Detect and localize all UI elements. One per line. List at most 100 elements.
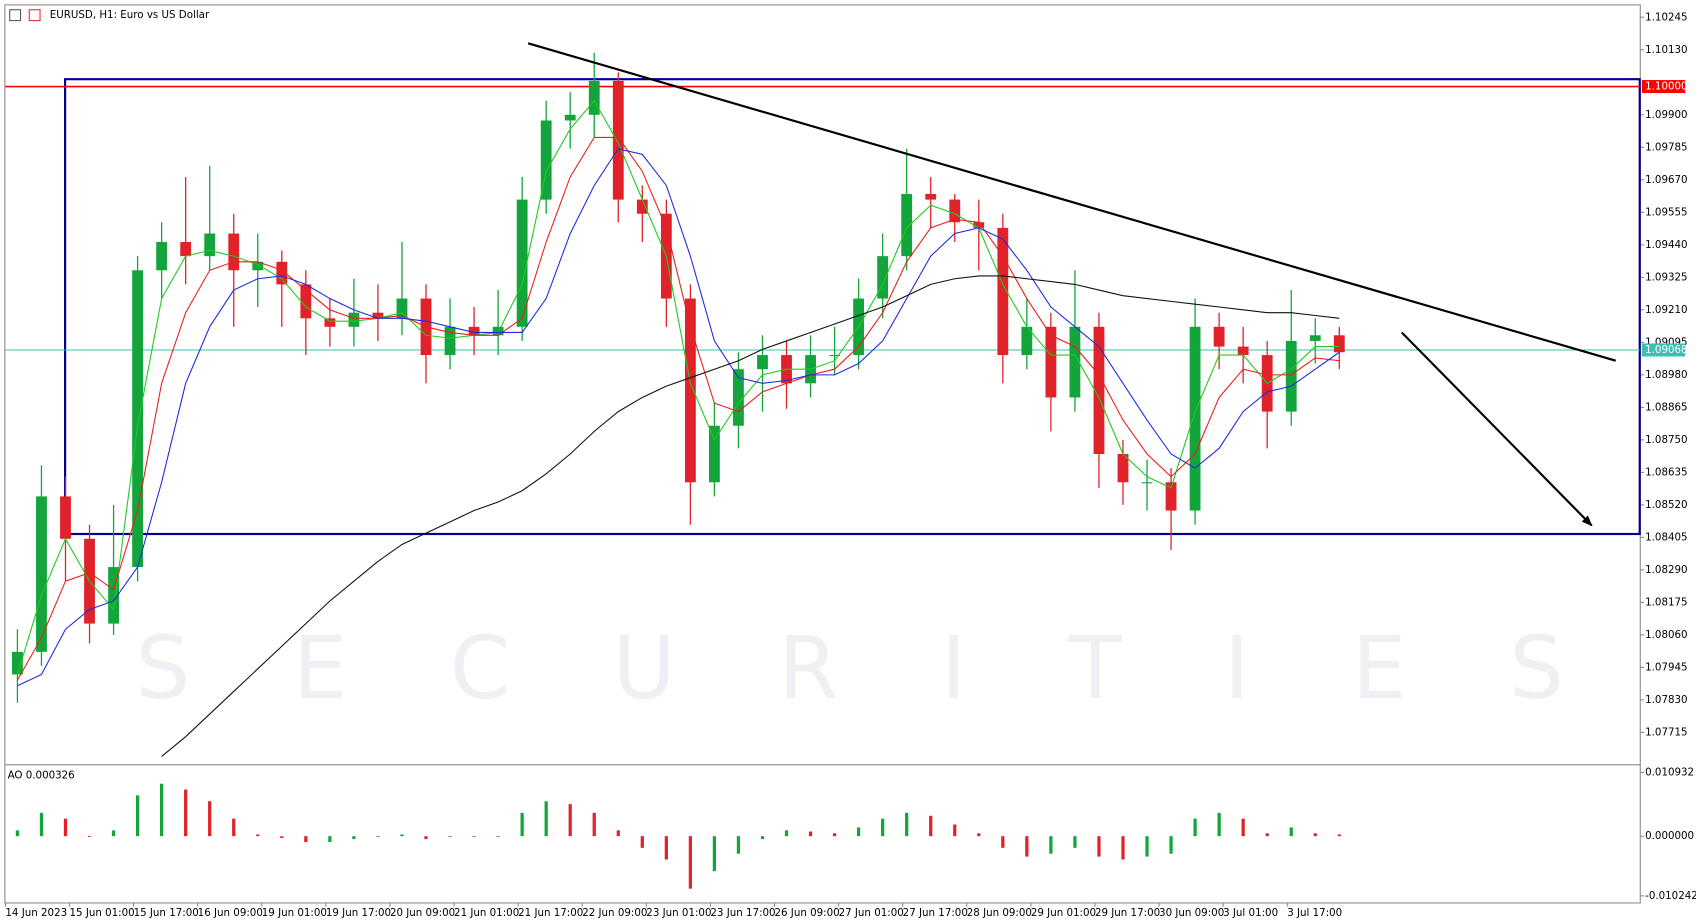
ao-bar [63,818,68,837]
ao-bar [760,836,765,840]
candle-body [324,318,336,327]
ao-bar [280,836,284,838]
ao-bar [953,824,957,837]
ao-bar [111,830,116,837]
ao-bar [784,830,789,837]
chart-title: EURUSD, H1: Euro vs US Dollar [50,9,210,21]
candle-body [733,369,744,426]
x-tick-label: 30 Jun 09:00 [1159,907,1224,919]
y-tick-label: 1.09785 [1645,141,1687,153]
candle-body [1237,346,1249,356]
ao-bar [640,836,644,848]
candle-body [1189,326,1201,511]
ao-bar [304,836,308,843]
y-tick-label: 1.09440 [1645,239,1687,251]
ao-bar [1097,836,1101,857]
ao-bar [856,827,861,837]
ao-bar [424,836,428,840]
ao-bar [328,836,332,843]
indicator-title: AO 0.000326 [8,770,75,782]
y-tick-label: 1.09900 [1645,109,1687,121]
candle-body [709,425,720,483]
price-label: 1.09068 [1645,344,1687,356]
ao-bar [568,804,572,837]
ao-bar [1337,834,1341,837]
ao-bar [592,812,596,837]
candle-body [276,261,288,285]
price-label-box [1641,80,1686,94]
ao-bar [544,801,548,837]
candle-body [564,114,576,121]
candle-body [204,233,216,257]
x-tick-label: 21 Jun 17:00 [518,907,583,919]
x-tick-label: 29 Jun 17:00 [1095,907,1160,919]
candle-body [1213,326,1225,347]
y-tick-label: 1.08060 [1645,629,1687,641]
y-tick-label: 0.000000 [1645,830,1694,842]
icon [9,9,22,22]
candle-body [997,227,1009,356]
candle-body [372,312,384,319]
candle-body [540,120,552,200]
candle-body [228,233,240,271]
y-tick-label: 1.08290 [1645,564,1687,576]
y-tick-label: 1.08520 [1645,499,1687,511]
arrow [1401,331,1593,527]
ao-bar [1169,836,1173,854]
ao-bar [929,815,933,837]
x-tick-label: 19 Jun 17:00 [326,907,391,919]
x-tick-label: 22 Jun 09:00 [582,907,647,919]
x-tick-label: 16 Jun 09:00 [198,907,263,919]
ao-bar [1001,836,1005,848]
moving-average [161,275,1340,757]
ao-bar [184,789,188,837]
x-tick-label: 14 Jun 2023 [5,907,67,919]
ao-bar [881,818,885,837]
x-tick-label: 3 Jul 01:00 [1223,907,1278,919]
candle-body [949,199,961,223]
candle-body [1069,326,1081,398]
ao-bar [688,836,693,889]
candle-body [1021,326,1033,356]
y-tick-label: 1.09210 [1645,304,1687,316]
ao-bar [1241,818,1245,837]
candle-body [108,567,119,624]
candle-body [925,193,937,200]
candle-body [1333,335,1345,353]
y-tick-label: 1.07945 [1645,661,1687,673]
candle-body [396,298,408,319]
moving-average [16,99,1340,675]
y-tick-label: 1.08405 [1645,531,1687,543]
ao-bar [87,836,92,838]
x-tick-label: 27 Jun 17:00 [903,907,968,919]
icon [28,9,41,22]
candle-body [444,326,456,356]
ao-bar [1073,836,1077,848]
candle-body [1045,326,1057,398]
y-tick-label: 1.07715 [1645,726,1687,738]
ao-bar [376,836,380,838]
y-tick-label: 1.10130 [1645,44,1687,56]
y-tick-label: 1.08175 [1645,596,1687,608]
moving-average [17,148,1340,687]
candle-body [60,496,71,539]
ao-bar [232,818,236,837]
candle-body [636,199,648,214]
ao-bar [664,836,668,860]
ao-bar [1121,836,1125,860]
x-tick-label: 29 Jun 01:00 [1031,907,1096,919]
ao-bar [160,783,164,837]
y-tick-label: 1.08865 [1645,401,1687,413]
x-tick-label: 28 Jun 09:00 [967,907,1032,919]
y-tick-label: 1.09325 [1645,271,1687,283]
candle-body [180,242,192,257]
ao-bar [15,830,20,837]
candle-body [1309,335,1321,341]
ao-bar [1025,836,1029,857]
candle-body [757,355,768,370]
candle-body [612,80,624,200]
candle-body [684,298,696,483]
ao-bar [520,812,524,837]
candle-body [36,496,47,652]
